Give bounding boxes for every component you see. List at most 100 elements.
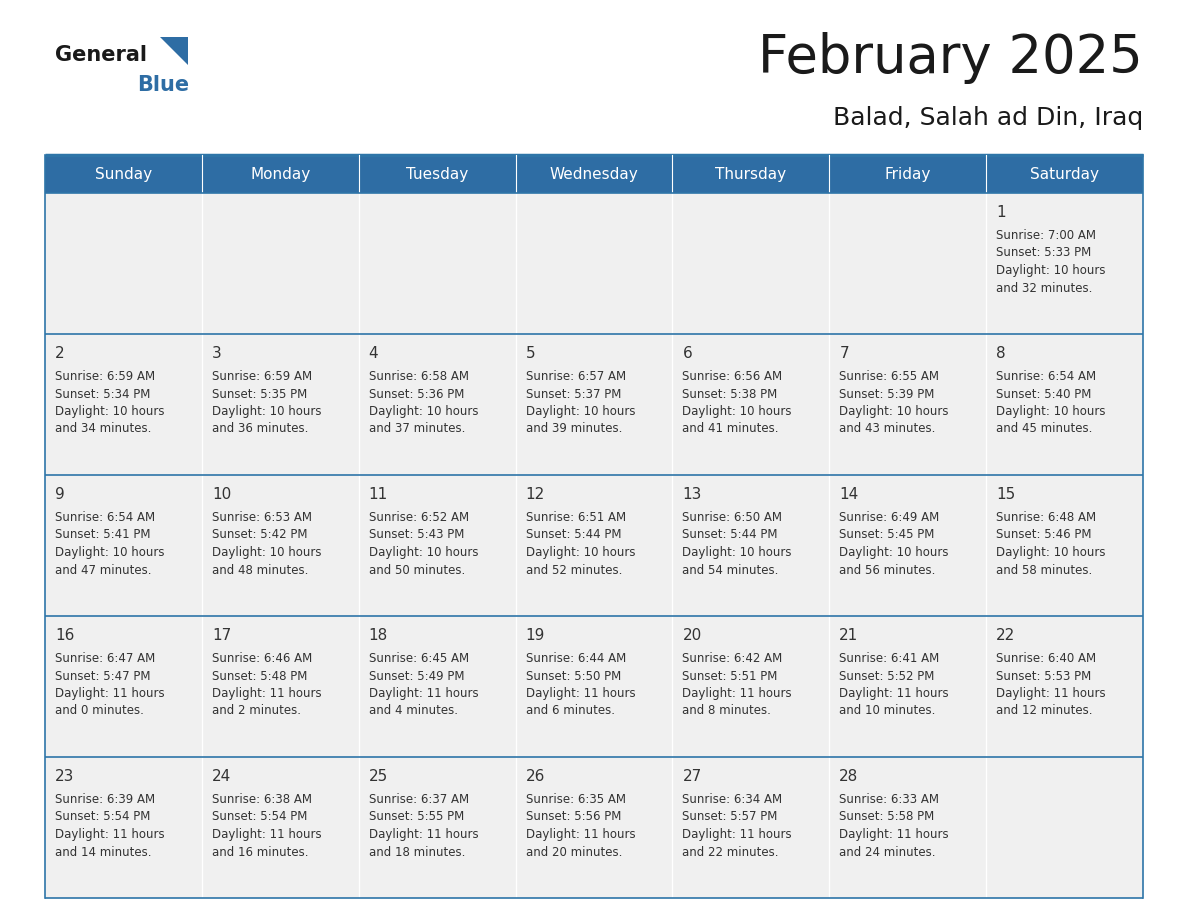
Text: 11: 11 (368, 487, 388, 502)
Bar (672, 757, 829, 898)
Bar (516, 475, 672, 616)
Text: 14: 14 (839, 487, 859, 502)
Text: 23: 23 (55, 769, 75, 784)
Text: 21: 21 (839, 628, 859, 643)
Bar (829, 616, 986, 757)
Text: Sunrise: 6:44 AM
Sunset: 5:50 PM
Daylight: 11 hours
and 6 minutes.: Sunrise: 6:44 AM Sunset: 5:50 PM Dayligh… (525, 652, 636, 718)
Bar (829, 757, 986, 898)
Text: Sunrise: 6:42 AM
Sunset: 5:51 PM
Daylight: 11 hours
and 8 minutes.: Sunrise: 6:42 AM Sunset: 5:51 PM Dayligh… (682, 652, 792, 718)
Text: 2: 2 (55, 346, 64, 361)
Text: Blue: Blue (137, 75, 189, 95)
Bar (516, 334, 672, 475)
Text: 4: 4 (368, 346, 378, 361)
Bar (829, 475, 986, 616)
Text: 10: 10 (211, 487, 232, 502)
Bar (516, 155, 672, 193)
Bar (672, 334, 829, 475)
Text: Sunrise: 6:59 AM
Sunset: 5:35 PM
Daylight: 10 hours
and 36 minutes.: Sunrise: 6:59 AM Sunset: 5:35 PM Dayligh… (211, 370, 322, 435)
Text: 18: 18 (368, 628, 388, 643)
Text: 24: 24 (211, 769, 232, 784)
Bar (202, 757, 359, 898)
Text: Sunrise: 6:38 AM
Sunset: 5:54 PM
Daylight: 11 hours
and 16 minutes.: Sunrise: 6:38 AM Sunset: 5:54 PM Dayligh… (211, 793, 322, 858)
Text: Sunrise: 6:59 AM
Sunset: 5:34 PM
Daylight: 10 hours
and 34 minutes.: Sunrise: 6:59 AM Sunset: 5:34 PM Dayligh… (55, 370, 164, 435)
Text: Tuesday: Tuesday (406, 166, 468, 182)
Bar (45, 334, 202, 475)
Text: 27: 27 (682, 769, 702, 784)
Text: Sunrise: 6:54 AM
Sunset: 5:40 PM
Daylight: 10 hours
and 45 minutes.: Sunrise: 6:54 AM Sunset: 5:40 PM Dayligh… (997, 370, 1106, 435)
Text: Sunrise: 6:35 AM
Sunset: 5:56 PM
Daylight: 11 hours
and 20 minutes.: Sunrise: 6:35 AM Sunset: 5:56 PM Dayligh… (525, 793, 636, 858)
Bar (986, 616, 1143, 757)
Text: 19: 19 (525, 628, 545, 643)
Text: 22: 22 (997, 628, 1016, 643)
Bar (202, 475, 359, 616)
Text: Sunrise: 6:39 AM
Sunset: 5:54 PM
Daylight: 11 hours
and 14 minutes.: Sunrise: 6:39 AM Sunset: 5:54 PM Dayligh… (55, 793, 165, 858)
Text: Sunrise: 6:46 AM
Sunset: 5:48 PM
Daylight: 11 hours
and 2 minutes.: Sunrise: 6:46 AM Sunset: 5:48 PM Dayligh… (211, 652, 322, 718)
Bar (829, 155, 986, 193)
Bar (202, 193, 359, 334)
Polygon shape (160, 37, 188, 65)
Bar (516, 193, 672, 334)
Bar (986, 475, 1143, 616)
Text: Sunrise: 6:37 AM
Sunset: 5:55 PM
Daylight: 11 hours
and 18 minutes.: Sunrise: 6:37 AM Sunset: 5:55 PM Dayligh… (368, 793, 479, 858)
Text: Sunrise: 6:58 AM
Sunset: 5:36 PM
Daylight: 10 hours
and 37 minutes.: Sunrise: 6:58 AM Sunset: 5:36 PM Dayligh… (368, 370, 479, 435)
Text: Saturday: Saturday (1030, 166, 1099, 182)
Text: 26: 26 (525, 769, 545, 784)
Bar (672, 155, 829, 193)
Text: 20: 20 (682, 628, 702, 643)
Text: Sunrise: 6:57 AM
Sunset: 5:37 PM
Daylight: 10 hours
and 39 minutes.: Sunrise: 6:57 AM Sunset: 5:37 PM Dayligh… (525, 370, 636, 435)
Text: Wednesday: Wednesday (550, 166, 638, 182)
Text: Sunrise: 6:52 AM
Sunset: 5:43 PM
Daylight: 10 hours
and 50 minutes.: Sunrise: 6:52 AM Sunset: 5:43 PM Dayligh… (368, 511, 479, 577)
Text: Sunrise: 6:47 AM
Sunset: 5:47 PM
Daylight: 11 hours
and 0 minutes.: Sunrise: 6:47 AM Sunset: 5:47 PM Dayligh… (55, 652, 165, 718)
Text: Sunday: Sunday (95, 166, 152, 182)
Bar (359, 475, 516, 616)
Bar (672, 475, 829, 616)
Bar (45, 475, 202, 616)
Text: Sunrise: 6:54 AM
Sunset: 5:41 PM
Daylight: 10 hours
and 47 minutes.: Sunrise: 6:54 AM Sunset: 5:41 PM Dayligh… (55, 511, 164, 577)
Bar (359, 155, 516, 193)
Text: 8: 8 (997, 346, 1006, 361)
Bar (986, 334, 1143, 475)
Text: 13: 13 (682, 487, 702, 502)
Text: General: General (55, 45, 147, 65)
Bar (359, 334, 516, 475)
Bar (829, 334, 986, 475)
Text: Sunrise: 6:49 AM
Sunset: 5:45 PM
Daylight: 10 hours
and 56 minutes.: Sunrise: 6:49 AM Sunset: 5:45 PM Dayligh… (839, 511, 949, 577)
Text: 25: 25 (368, 769, 388, 784)
Bar (986, 155, 1143, 193)
Text: Sunrise: 6:50 AM
Sunset: 5:44 PM
Daylight: 10 hours
and 54 minutes.: Sunrise: 6:50 AM Sunset: 5:44 PM Dayligh… (682, 511, 792, 577)
Bar (45, 616, 202, 757)
Text: Sunrise: 6:45 AM
Sunset: 5:49 PM
Daylight: 11 hours
and 4 minutes.: Sunrise: 6:45 AM Sunset: 5:49 PM Dayligh… (368, 652, 479, 718)
Text: 1: 1 (997, 205, 1006, 220)
Text: 6: 6 (682, 346, 693, 361)
Text: 12: 12 (525, 487, 545, 502)
Text: Monday: Monday (251, 166, 310, 182)
Text: 17: 17 (211, 628, 232, 643)
Text: Thursday: Thursday (715, 166, 786, 182)
Text: Sunrise: 6:55 AM
Sunset: 5:39 PM
Daylight: 10 hours
and 43 minutes.: Sunrise: 6:55 AM Sunset: 5:39 PM Dayligh… (839, 370, 949, 435)
Text: Sunrise: 6:53 AM
Sunset: 5:42 PM
Daylight: 10 hours
and 48 minutes.: Sunrise: 6:53 AM Sunset: 5:42 PM Dayligh… (211, 511, 322, 577)
Bar (359, 616, 516, 757)
Bar (202, 334, 359, 475)
Bar (45, 193, 202, 334)
Bar (359, 757, 516, 898)
Bar (986, 193, 1143, 334)
Text: Sunrise: 6:40 AM
Sunset: 5:53 PM
Daylight: 11 hours
and 12 minutes.: Sunrise: 6:40 AM Sunset: 5:53 PM Dayligh… (997, 652, 1106, 718)
Text: Sunrise: 6:34 AM
Sunset: 5:57 PM
Daylight: 11 hours
and 22 minutes.: Sunrise: 6:34 AM Sunset: 5:57 PM Dayligh… (682, 793, 792, 858)
Bar (672, 193, 829, 334)
Text: Sunrise: 6:33 AM
Sunset: 5:58 PM
Daylight: 11 hours
and 24 minutes.: Sunrise: 6:33 AM Sunset: 5:58 PM Dayligh… (839, 793, 949, 858)
Text: 3: 3 (211, 346, 222, 361)
Text: Sunrise: 6:48 AM
Sunset: 5:46 PM
Daylight: 10 hours
and 58 minutes.: Sunrise: 6:48 AM Sunset: 5:46 PM Dayligh… (997, 511, 1106, 577)
Text: 16: 16 (55, 628, 75, 643)
Bar (516, 757, 672, 898)
Bar (45, 155, 202, 193)
Text: Sunrise: 7:00 AM
Sunset: 5:33 PM
Daylight: 10 hours
and 32 minutes.: Sunrise: 7:00 AM Sunset: 5:33 PM Dayligh… (997, 229, 1106, 295)
Text: 5: 5 (525, 346, 536, 361)
Text: Balad, Salah ad Din, Iraq: Balad, Salah ad Din, Iraq (833, 106, 1143, 130)
Text: 7: 7 (839, 346, 849, 361)
Text: Sunrise: 6:56 AM
Sunset: 5:38 PM
Daylight: 10 hours
and 41 minutes.: Sunrise: 6:56 AM Sunset: 5:38 PM Dayligh… (682, 370, 792, 435)
Text: February 2025: February 2025 (758, 32, 1143, 84)
Bar (516, 616, 672, 757)
Bar (672, 616, 829, 757)
Text: Friday: Friday (885, 166, 931, 182)
Bar (829, 193, 986, 334)
